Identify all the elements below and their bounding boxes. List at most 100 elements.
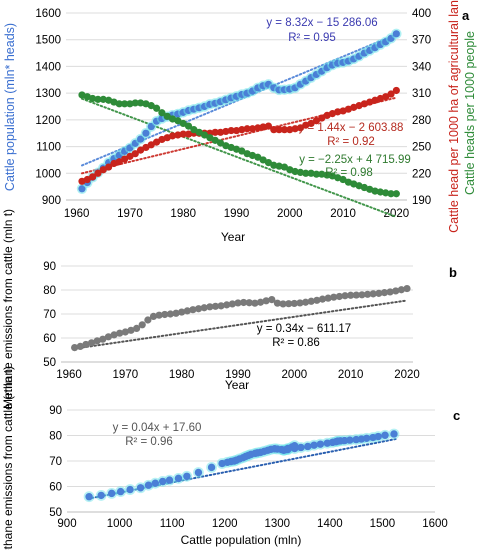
land-point <box>168 132 177 140</box>
land-point <box>126 152 134 160</box>
population-point <box>142 129 150 137</box>
land-point <box>222 127 230 136</box>
people-point <box>382 189 390 197</box>
methane-point <box>318 295 327 303</box>
panel-b-equation: y = 0.34x − 611.17 <box>257 323 351 335</box>
scatter-point <box>136 484 145 492</box>
methane-point <box>290 299 298 308</box>
x-tick-label: 1990 <box>225 369 251 381</box>
left-tick-label: 1200 <box>35 115 61 127</box>
people-point <box>131 99 139 107</box>
x-tick-label: 1300 <box>264 518 290 530</box>
land-point <box>105 163 113 171</box>
panel-a-points <box>76 28 402 198</box>
scatter-point <box>97 491 105 500</box>
land-point <box>259 123 267 131</box>
methane-point <box>144 316 152 324</box>
land-point <box>270 126 278 134</box>
panel-b-letter: b <box>449 265 457 280</box>
land-point <box>121 155 129 163</box>
y-tick-label: 90 <box>43 261 56 273</box>
people-point <box>238 147 246 155</box>
right-tick-label: 280 <box>412 115 431 127</box>
land-point <box>142 143 150 152</box>
land-point <box>248 125 257 133</box>
y-tick-label: 70 <box>43 309 56 321</box>
right-tick-label: 370 <box>412 35 431 47</box>
methane-point <box>324 294 332 302</box>
people-point <box>318 170 326 178</box>
people-point <box>115 100 123 108</box>
people-point <box>291 167 299 176</box>
methane-point <box>392 287 400 295</box>
methane-point <box>206 303 214 311</box>
land-point <box>227 126 235 135</box>
x-tick-label: 2020 <box>394 369 420 381</box>
people-point <box>158 109 166 117</box>
land-point <box>243 125 251 133</box>
methane-point <box>189 306 197 314</box>
scatter-point <box>85 493 93 501</box>
panel-a-letter: a <box>462 8 470 23</box>
methane-point <box>397 286 405 294</box>
people-point <box>270 161 278 169</box>
land-point <box>291 125 299 133</box>
y-tick-label: 70 <box>49 456 62 468</box>
people-point <box>99 95 107 103</box>
methane-point <box>380 289 389 297</box>
people-point <box>152 104 161 112</box>
land-point <box>387 90 395 98</box>
methane-point <box>313 296 321 304</box>
x-tick-label: 1000 <box>107 518 133 530</box>
people-point <box>392 190 400 198</box>
people-point <box>312 170 321 178</box>
methane-point <box>285 300 293 308</box>
people-point <box>163 112 171 120</box>
people-point <box>216 139 225 147</box>
scatter-point <box>116 487 125 496</box>
land-point <box>264 122 273 130</box>
panel-c-x-axis-label: Cattle population (mln) <box>181 533 302 547</box>
people-point <box>376 188 384 196</box>
panel-a-people-equation: y = −2.25x + 4 715.99 <box>299 154 411 166</box>
land-point <box>232 126 241 135</box>
people-point <box>147 102 155 110</box>
x-tick-label: 2010 <box>338 369 364 381</box>
x-tick-label: 1980 <box>169 369 195 381</box>
scatter-point <box>284 445 292 453</box>
x-tick-label: 1500 <box>370 518 396 530</box>
people-point <box>211 136 219 144</box>
methane-point <box>104 333 113 341</box>
methane-point <box>262 297 270 305</box>
methane-point <box>76 342 84 350</box>
y-tick-label: 80 <box>49 431 62 443</box>
methane-point <box>273 299 282 307</box>
scatter-point <box>194 468 203 477</box>
people-point <box>179 119 187 128</box>
panel-c-y-tick-labels: 50 60 70 80 90 <box>49 405 62 519</box>
methane-point <box>121 328 129 336</box>
scatter-point <box>381 431 389 439</box>
x-tick-label: 1200 <box>212 518 238 530</box>
left-tick-label: 1500 <box>35 35 61 47</box>
methane-point <box>161 310 169 319</box>
panel-c-letter: c <box>453 408 460 423</box>
scatter-point <box>126 485 134 494</box>
right-tick-label: 310 <box>412 88 431 100</box>
panel-b-points <box>71 284 411 352</box>
people-point <box>323 171 331 179</box>
methane-point <box>194 305 203 313</box>
panel-a-left-axis-label: Cattle population (mln* heads) <box>3 23 17 191</box>
people-point <box>174 117 182 125</box>
panel-b-y-tick-labels: 50 60 70 80 90 <box>43 261 56 369</box>
methane-point <box>178 308 186 316</box>
y-tick-label: 60 <box>43 333 56 345</box>
methane-point <box>133 324 141 332</box>
people-point <box>206 134 214 142</box>
panel-a: 900 1000 1100 1200 1300 1400 1500 1600 190 220 25… <box>3 0 477 244</box>
right-tick-label: 190 <box>412 195 431 207</box>
land-point <box>115 158 123 166</box>
panel-a-right-axis-label-land: Cattle head per 1000 ha of agricultural … <box>447 0 461 233</box>
methane-point <box>149 312 158 320</box>
